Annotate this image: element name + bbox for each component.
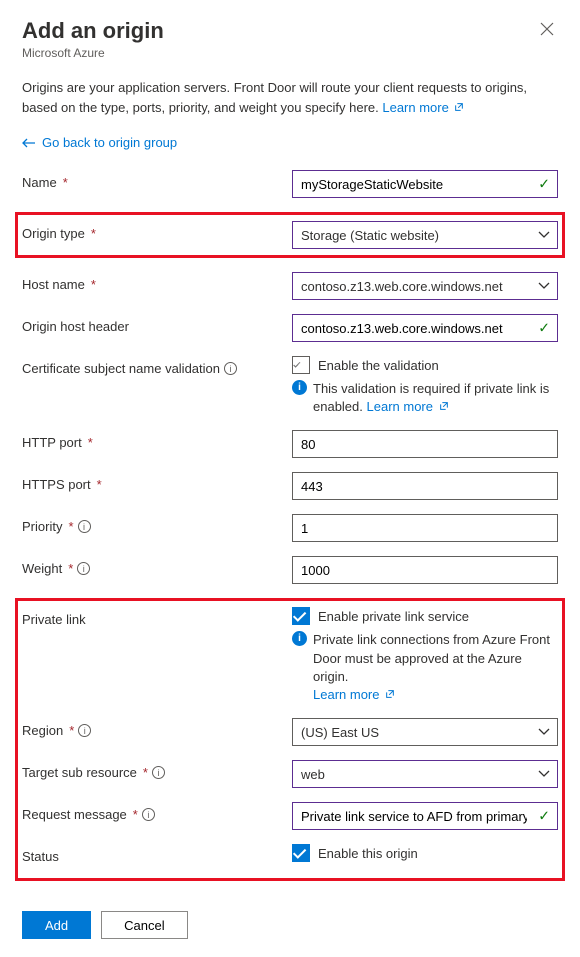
https-port-label: HTTPS port*	[22, 472, 292, 492]
region-label: Region* i	[22, 718, 292, 738]
info-icon[interactable]: i	[224, 362, 237, 375]
origin-host-header-label: Origin host header	[22, 314, 292, 334]
host-name-select[interactable]: contoso.z13.web.core.windows.net	[292, 272, 558, 300]
add-button[interactable]: Add	[22, 911, 91, 939]
weight-input[interactable]	[292, 556, 558, 584]
priority-label: Priority* i	[22, 514, 292, 534]
description-text: Origins are your application servers. Fr…	[22, 78, 558, 117]
info-icon[interactable]: i	[77, 562, 90, 575]
cert-validation-checkbox-label: Enable the validation	[318, 358, 439, 373]
name-input[interactable]	[292, 170, 558, 198]
origin-type-highlight: Origin type* Storage (Static website)	[15, 212, 565, 258]
page-subtitle: Microsoft Azure	[22, 46, 164, 60]
status-checkbox-label: Enable this origin	[318, 846, 418, 861]
arrow-left-icon	[22, 138, 36, 148]
priority-input[interactable]	[292, 514, 558, 542]
target-sub-resource-select[interactable]: web	[292, 760, 558, 788]
info-icon[interactable]: i	[142, 808, 155, 821]
target-sub-resource-label: Target sub resource* i	[22, 760, 292, 780]
learn-more-link[interactable]: Learn more	[382, 100, 464, 115]
region-select[interactable]: (US) East US	[292, 718, 558, 746]
private-link-checkbox-label: Enable private link service	[318, 609, 469, 624]
status-label: Status	[22, 844, 292, 864]
host-name-label: Host name*	[22, 272, 292, 292]
page-title: Add an origin	[22, 18, 164, 44]
private-link-highlight: Private link Enable private link service…	[15, 598, 565, 881]
cert-validation-checkbox[interactable]	[292, 356, 310, 374]
external-link-icon	[385, 689, 395, 699]
privatelink-learn-more-link[interactable]: Learn more	[313, 687, 395, 702]
private-link-checkbox[interactable]	[292, 607, 310, 625]
info-icon[interactable]: i	[78, 724, 91, 737]
cert-learn-more-link[interactable]: Learn more	[367, 399, 449, 414]
http-port-label: HTTP port*	[22, 430, 292, 450]
check-icon: ✓	[538, 320, 550, 337]
request-message-input[interactable]	[292, 802, 558, 830]
cert-validation-label: Certificate subject name validation i	[22, 356, 292, 376]
external-link-icon	[439, 401, 449, 411]
external-link-icon	[454, 102, 464, 112]
cancel-button[interactable]: Cancel	[101, 911, 187, 939]
close-button[interactable]	[536, 18, 558, 45]
close-icon	[540, 22, 554, 36]
origin-type-label: Origin type*	[22, 221, 292, 241]
origin-host-header-input[interactable]	[292, 314, 558, 342]
status-checkbox[interactable]	[292, 844, 310, 862]
origin-type-select[interactable]: Storage (Static website)	[292, 221, 558, 249]
info-icon[interactable]: i	[78, 520, 91, 533]
check-icon: ✓	[538, 808, 550, 825]
https-port-input[interactable]	[292, 472, 558, 500]
request-message-label: Request message* i	[22, 802, 292, 822]
weight-label: Weight* i	[22, 556, 292, 576]
http-port-input[interactable]	[292, 430, 558, 458]
name-label: Name*	[22, 170, 292, 190]
info-icon: i	[292, 380, 307, 395]
info-icon: i	[292, 631, 307, 646]
private-link-label: Private link	[22, 607, 292, 627]
info-icon[interactable]: i	[152, 766, 165, 779]
check-icon: ✓	[538, 176, 550, 193]
back-link[interactable]: Go back to origin group	[22, 135, 558, 150]
